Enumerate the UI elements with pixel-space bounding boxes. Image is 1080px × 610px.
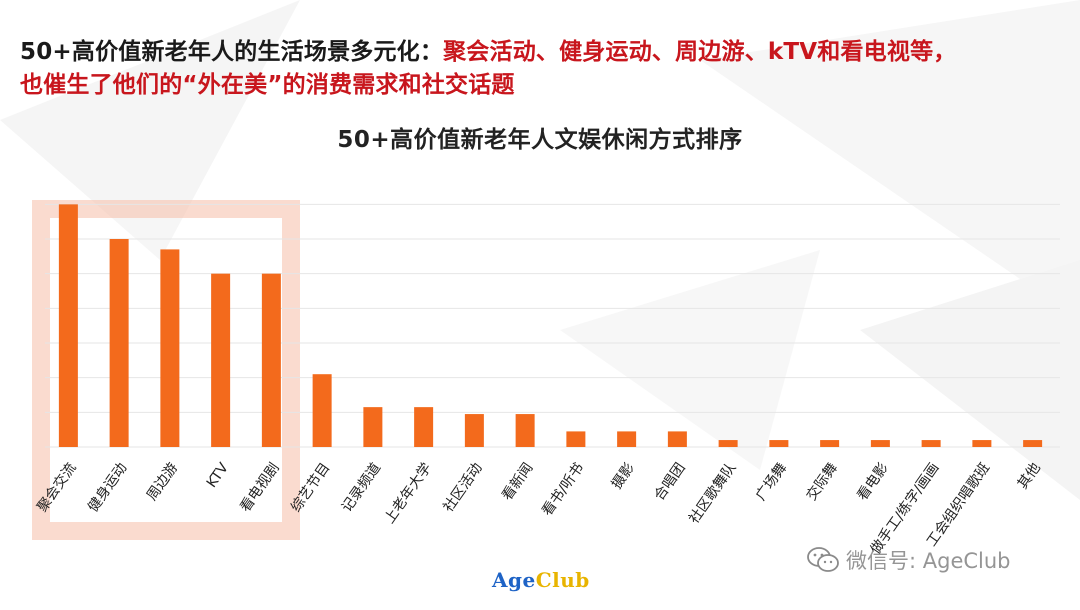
bar-8 xyxy=(414,407,434,447)
bar-5 xyxy=(261,273,281,447)
headline-line-2: 也催生了他们的“外在美”的消费需求和社交话题 xyxy=(20,72,515,98)
x-tick-label: KTV xyxy=(204,460,232,491)
x-tick-label: 社区活动 xyxy=(440,460,485,515)
bar-4 xyxy=(211,273,231,447)
wechat-watermark: 微信号: AgeClub xyxy=(806,545,1011,575)
bar-1 xyxy=(58,204,78,447)
bar-15 xyxy=(769,440,789,447)
bar-2 xyxy=(109,239,129,447)
bar-16 xyxy=(820,440,840,447)
x-tick-label: 广场舞 xyxy=(753,460,790,504)
x-tick-label: 记录频道 xyxy=(339,460,384,515)
headline-line-1: 50+高价值新老年人的生活场景多元化：聚会活动、健身运动、周边游、kTV和看电视… xyxy=(20,36,1080,69)
bar-12 xyxy=(617,431,637,447)
bar-17 xyxy=(870,440,890,447)
bar-7 xyxy=(363,407,383,447)
x-tick-label: 社区歌舞队 xyxy=(686,460,739,527)
logo-age-text: Age xyxy=(492,568,536,592)
chart-title: 50+高价值新老年人文娱休闲方式排序 xyxy=(337,127,743,153)
bar-14 xyxy=(718,440,738,447)
bar-9 xyxy=(464,414,484,447)
x-tick-label: 聚会交流 xyxy=(34,460,80,516)
x-tick-label: 看新闻 xyxy=(499,460,536,504)
x-tick-label: 摄影 xyxy=(609,460,638,492)
x-tick-label: 健身运动 xyxy=(85,460,130,515)
bar-20 xyxy=(1023,440,1043,447)
bar-18 xyxy=(921,440,941,447)
x-tick-label: 周边游 xyxy=(144,460,181,504)
bar-11 xyxy=(566,431,586,447)
x-tick-label: 合唱团 xyxy=(651,460,688,504)
wechat-icon xyxy=(807,547,839,572)
bar-3 xyxy=(160,249,180,447)
x-tick-label: 看电影 xyxy=(854,460,891,504)
bar-6 xyxy=(312,374,332,447)
watermark-text: 微信号: AgeClub xyxy=(846,549,1011,573)
headline: 50+高价值新老年人的生活场景多元化：聚会活动、健身运动、周边游、kTV和看电视… xyxy=(20,36,1080,102)
bar-13 xyxy=(667,431,687,447)
x-tick-label: 综艺节目 xyxy=(288,460,333,515)
x-tick-label: 看电视剧 xyxy=(237,460,282,515)
ageclub-logo: AgeClub xyxy=(492,568,590,592)
x-tick-label: 其他 xyxy=(1015,460,1044,492)
x-tick-label: 交际舞 xyxy=(803,460,841,504)
bar-10 xyxy=(515,414,535,447)
x-tick-label: 上老年大学 xyxy=(382,460,435,527)
headline-highlight: 聚会活动、健身运动、周边游、kTV和看电视等， xyxy=(443,39,957,65)
headline-prefix: 50+高价值新老年人的生活场景多元化： xyxy=(20,39,444,65)
logo-club-text: Club xyxy=(535,568,590,592)
bar-19 xyxy=(972,440,992,447)
x-tick-label: 看书/听书 xyxy=(539,460,587,519)
